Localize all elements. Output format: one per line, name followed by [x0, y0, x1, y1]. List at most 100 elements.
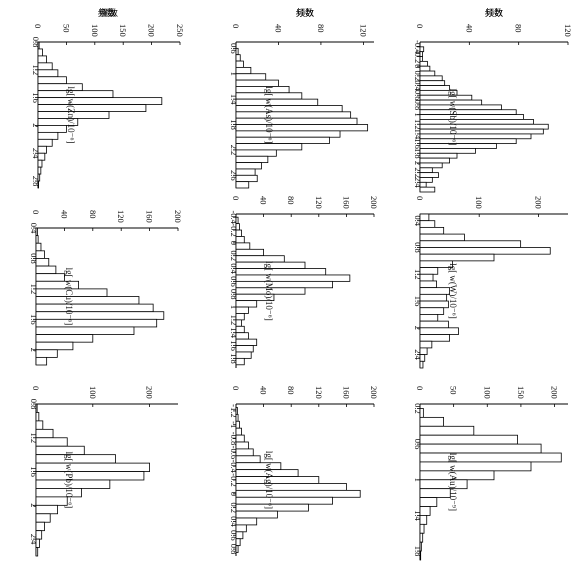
- histogram-bar: [235, 434, 245, 443]
- count-tick-label: 100: [474, 196, 484, 209]
- panel-as: 频数 0 40 80 120 0.6 1 1.4 1.8 2.2 2.6 lg[ w(As)/10⁻⁶…: [229, 7, 374, 189]
- histogram-bar: [35, 471, 145, 481]
- histogram-bar: [235, 510, 278, 519]
- count-tick-label: 160: [145, 210, 155, 223]
- bin-tick-label: 1.8: [413, 546, 423, 557]
- histogram-bar: [35, 521, 45, 532]
- histogram-bar: [37, 97, 163, 105]
- histogram-bar: [419, 267, 439, 275]
- bin-tick-label: -0.4: [229, 210, 239, 224]
- count-tick-label: 200: [173, 210, 183, 223]
- histogram-bar: [235, 357, 245, 366]
- histogram-bar: [419, 532, 424, 543]
- bin-tick-label: 1.2: [31, 64, 41, 75]
- count-tick-label: 40: [59, 210, 69, 219]
- bin-tick-label: 0: [229, 492, 239, 496]
- histogram-bar: [419, 260, 453, 268]
- bin-tick-label: -1: [229, 421, 239, 428]
- histogram-bar: [419, 128, 544, 135]
- histogram-bar: [419, 181, 427, 188]
- histogram-bar: [419, 253, 495, 262]
- histogram-bar: [35, 496, 68, 506]
- bin-tick-label: -0.6: [229, 446, 239, 459]
- count-tick-label: 120: [358, 24, 368, 37]
- histogram-bar: [419, 177, 433, 183]
- element-axis-label: lg[ w(Zn)/10⁻⁶]: [66, 86, 76, 143]
- bin-tick-label: 1.4: [413, 510, 423, 521]
- bin-tick-label: -0.2: [413, 50, 423, 63]
- histogram-bar: [419, 488, 451, 498]
- bin-tick-label: 0.4: [229, 516, 239, 527]
- bin-tick-label: 1.2: [229, 315, 239, 326]
- histogram-bar: [419, 408, 424, 418]
- bin-tick-label: 2: [413, 326, 423, 330]
- histogram-bar: [235, 168, 256, 176]
- histogram-bar: [37, 152, 46, 161]
- histogram-bar: [419, 360, 424, 369]
- bin-tick-label: 0.4: [413, 80, 423, 91]
- histogram-bar: [37, 76, 67, 85]
- histogram-bar: [35, 296, 140, 305]
- histogram-bar: [35, 538, 40, 548]
- histogram-bar: [235, 73, 267, 81]
- histogram-bar: [235, 420, 240, 429]
- histogram-bar: [419, 287, 451, 295]
- bin-tick-label: 0.8: [29, 253, 39, 264]
- panel-cu: 频数 0 40 80 120 160 200 0.4 0.8 1.2 1.6 2 lg[ w(Cu)/1…: [29, 7, 183, 366]
- histogram-bar: [235, 60, 244, 68]
- histogram-bar: [235, 66, 252, 75]
- histogram-bar: [235, 538, 241, 547]
- histogram-bar: [419, 300, 449, 309]
- bin-tick-label: 0.6: [413, 439, 423, 450]
- bin-tick-label: 2.4: [31, 148, 41, 159]
- bin-tick-label: 0.6: [229, 530, 239, 541]
- count-tick-label: 100: [88, 386, 98, 399]
- histogram-bar: [419, 157, 451, 164]
- count-tick-label: 40: [259, 196, 269, 205]
- bin-tick-label: 2.8: [31, 176, 41, 187]
- histogram-bar: [37, 166, 42, 175]
- bin-tick-label: 2.4: [413, 349, 423, 360]
- count-tick-label: 80: [88, 210, 98, 219]
- histogram-bar: [35, 227, 38, 237]
- count-tick-label: 200: [369, 386, 379, 399]
- histogram-bar: [35, 454, 116, 464]
- bin-tick-label: 0.4: [413, 215, 423, 226]
- histogram-bar: [419, 273, 434, 282]
- bin-tick-label: 0.8: [31, 37, 41, 48]
- bin-tick-label: 2: [413, 161, 423, 165]
- bin-tick-label: 0.8: [413, 100, 423, 111]
- histogram-bar: [35, 530, 43, 540]
- count-tick-label: 0: [415, 196, 425, 200]
- histogram-bar: [419, 51, 423, 57]
- count-axis-label: 频数: [98, 7, 116, 19]
- bin-tick-label: 0.6: [229, 276, 239, 287]
- histogram-bar: [35, 437, 68, 447]
- histogram-bar: [235, 136, 330, 144]
- bin-tick-label: 0.8: [229, 544, 239, 555]
- histogram-bar: [419, 461, 532, 472]
- histogram-bar: [235, 274, 351, 282]
- bin-tick-label: 0: [229, 241, 239, 245]
- bin-tick-label: 0.4: [29, 223, 39, 234]
- histogram-bar: [419, 479, 468, 490]
- count-tick-label: 100: [482, 386, 492, 399]
- histogram-bar: [235, 325, 245, 334]
- histogram-bar: [235, 47, 239, 56]
- histogram-bar: [419, 280, 437, 289]
- histogram-bar: [235, 545, 239, 553]
- bin-tick-label: 1.8: [229, 353, 239, 364]
- count-tick-label: 40: [464, 24, 474, 33]
- histogram-bar: [419, 307, 445, 315]
- histogram-bar: [37, 41, 40, 50]
- bin-tick-label: -0.8: [229, 432, 239, 445]
- element-axis-label: lg[ w(Ag)/10⁻⁶]: [264, 451, 274, 509]
- histogram-bar: [419, 293, 448, 302]
- histogram-bar: [235, 98, 319, 106]
- histogram-bar: [235, 313, 245, 321]
- histogram-bar: [235, 229, 242, 237]
- count-axis-label: 频数: [485, 7, 503, 19]
- element-axis-label: lg[ w(Cu)/10⁻⁶]: [64, 268, 74, 326]
